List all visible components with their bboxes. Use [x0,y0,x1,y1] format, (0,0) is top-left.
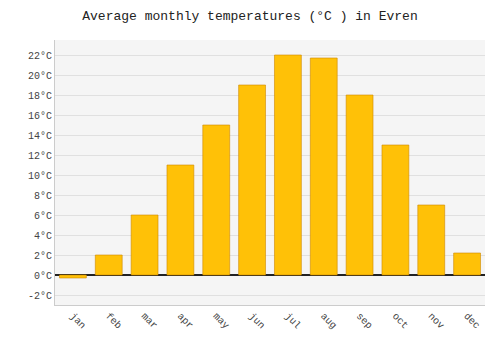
svg-text:aug: aug [318,311,339,332]
svg-text:0°C: 0°C [34,271,52,282]
svg-text:-2°C: -2°C [28,291,52,302]
svg-text:jun: jun [246,311,267,332]
svg-text:18°C: 18°C [28,91,52,102]
svg-text:oct: oct [390,311,411,332]
svg-text:may: may [211,311,232,332]
svg-text:feb: feb [103,311,124,332]
svg-text:22°C: 22°C [28,51,52,62]
svg-text:16°C: 16°C [28,111,52,122]
svg-text:jul: jul [282,311,303,332]
svg-text:mar: mar [139,311,160,332]
svg-text:dec: dec [461,311,482,332]
svg-text:apr: apr [175,311,196,332]
svg-text:12°C: 12°C [28,151,52,162]
svg-text:4°C: 4°C [34,231,52,242]
svg-text:sep: sep [354,311,375,332]
svg-text:6°C: 6°C [34,211,52,222]
svg-text:jan: jan [67,311,88,332]
svg-text:nov: nov [426,311,447,332]
svg-text:14°C: 14°C [28,131,52,142]
svg-text:20°C: 20°C [28,71,52,82]
svg-text:10°C: 10°C [28,171,52,182]
svg-text:Average monthly temperatures (: Average monthly temperatures (°C ) in Ev… [82,9,417,24]
svg-text:2°C: 2°C [34,251,52,262]
svg-text:8°C: 8°C [34,191,52,202]
